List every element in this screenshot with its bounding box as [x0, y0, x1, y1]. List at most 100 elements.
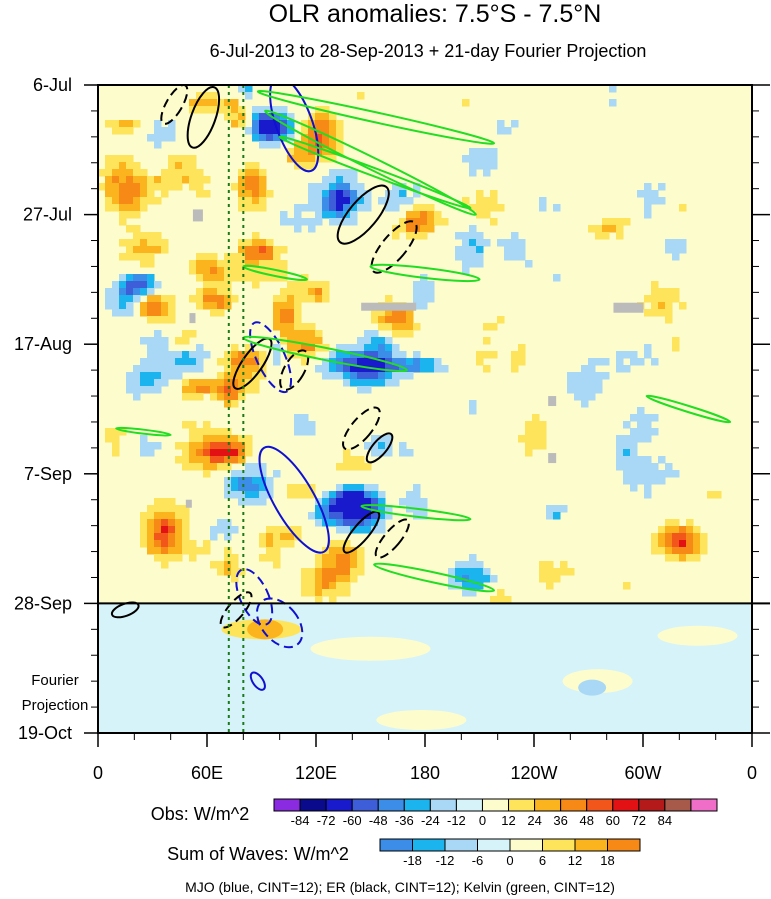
field-cell	[336, 344, 344, 352]
field-cell	[329, 365, 337, 373]
field-cell	[182, 351, 190, 359]
field-cell	[161, 540, 169, 548]
field-cell	[371, 491, 379, 499]
field-cell	[112, 197, 120, 205]
field-cell	[476, 568, 484, 576]
field-cell	[147, 344, 155, 352]
field-cell	[371, 526, 379, 534]
field-cell	[399, 197, 407, 205]
field-cell	[644, 183, 652, 191]
field-cell	[406, 232, 414, 240]
field-cell	[469, 246, 477, 254]
missing-data-patch	[189, 313, 196, 324]
field-cell	[434, 218, 442, 226]
field-cell	[112, 204, 120, 212]
field-cell	[350, 379, 358, 387]
field-cell	[154, 351, 162, 359]
field-cell	[343, 169, 351, 177]
field-cell	[490, 155, 498, 163]
field-cell	[189, 435, 197, 443]
field-cell	[413, 204, 421, 212]
field-cell	[266, 106, 274, 114]
field-cell	[266, 141, 274, 149]
field-cell	[273, 351, 281, 359]
field-cell	[322, 554, 330, 562]
field-cell	[231, 267, 239, 275]
field-cell	[161, 533, 169, 541]
field-cell	[574, 372, 582, 380]
field-cell	[392, 316, 400, 324]
field-cell	[455, 568, 463, 576]
field-cell	[259, 134, 267, 142]
field-cell	[259, 127, 267, 135]
field-cell	[133, 225, 141, 233]
field-cell	[203, 386, 211, 394]
field-cell	[497, 589, 505, 597]
field-cell	[287, 281, 295, 289]
field-cell	[154, 316, 162, 324]
field-cell	[427, 204, 435, 212]
field-cell	[280, 127, 288, 135]
field-cell	[147, 351, 155, 359]
field-cell	[378, 351, 386, 359]
field-cell	[161, 365, 169, 373]
field-cell	[133, 274, 141, 282]
field-cell	[623, 365, 631, 373]
field-cell	[224, 400, 232, 408]
field-cell	[336, 589, 344, 597]
field-cell	[469, 239, 477, 247]
field-cell	[329, 519, 337, 527]
field-cell	[175, 337, 183, 345]
field-cell	[364, 372, 372, 380]
field-cell	[371, 316, 379, 324]
field-cell	[203, 295, 211, 303]
field-cell	[98, 183, 106, 191]
field-cell	[294, 344, 302, 352]
field-cell	[224, 351, 232, 359]
field-cell	[126, 239, 134, 247]
field-cell	[189, 386, 197, 394]
field-cell	[245, 344, 253, 352]
field-cell	[224, 302, 232, 310]
field-cell	[231, 449, 239, 457]
field-cell	[273, 120, 281, 128]
field-cell	[231, 183, 239, 191]
field-cell	[259, 365, 267, 373]
field-cell	[168, 169, 176, 177]
field-cell	[609, 99, 617, 107]
field-cell	[686, 526, 694, 534]
field-cell	[126, 386, 134, 394]
field-cell	[294, 302, 302, 310]
field-cell	[511, 358, 519, 366]
field-cell	[217, 526, 225, 534]
field-cell	[217, 372, 225, 380]
field-cell	[364, 491, 372, 499]
field-cell	[294, 414, 302, 422]
field-cell	[287, 330, 295, 338]
field-cell	[343, 582, 351, 590]
field-cell	[182, 330, 190, 338]
field-cell	[182, 421, 190, 429]
field-cell	[336, 575, 344, 583]
field-cell	[616, 225, 624, 233]
field-cell	[231, 253, 239, 261]
field-cell	[679, 547, 687, 555]
x-tick-label: 60E	[191, 763, 223, 783]
field-cell	[294, 204, 302, 212]
field-cell	[140, 372, 148, 380]
field-cell	[455, 561, 463, 569]
field-cell	[238, 176, 246, 184]
field-cell	[385, 505, 393, 513]
field-cell	[119, 295, 127, 303]
field-cell	[224, 365, 232, 373]
field-cell	[420, 295, 428, 303]
field-cell	[462, 246, 470, 254]
field-cell	[343, 519, 351, 527]
field-cell	[483, 568, 491, 576]
field-cell	[203, 547, 211, 555]
field-cell	[217, 302, 225, 310]
field-cell	[665, 302, 673, 310]
field-cell	[112, 449, 120, 457]
field-cell	[259, 169, 267, 177]
field-cell	[322, 358, 330, 366]
